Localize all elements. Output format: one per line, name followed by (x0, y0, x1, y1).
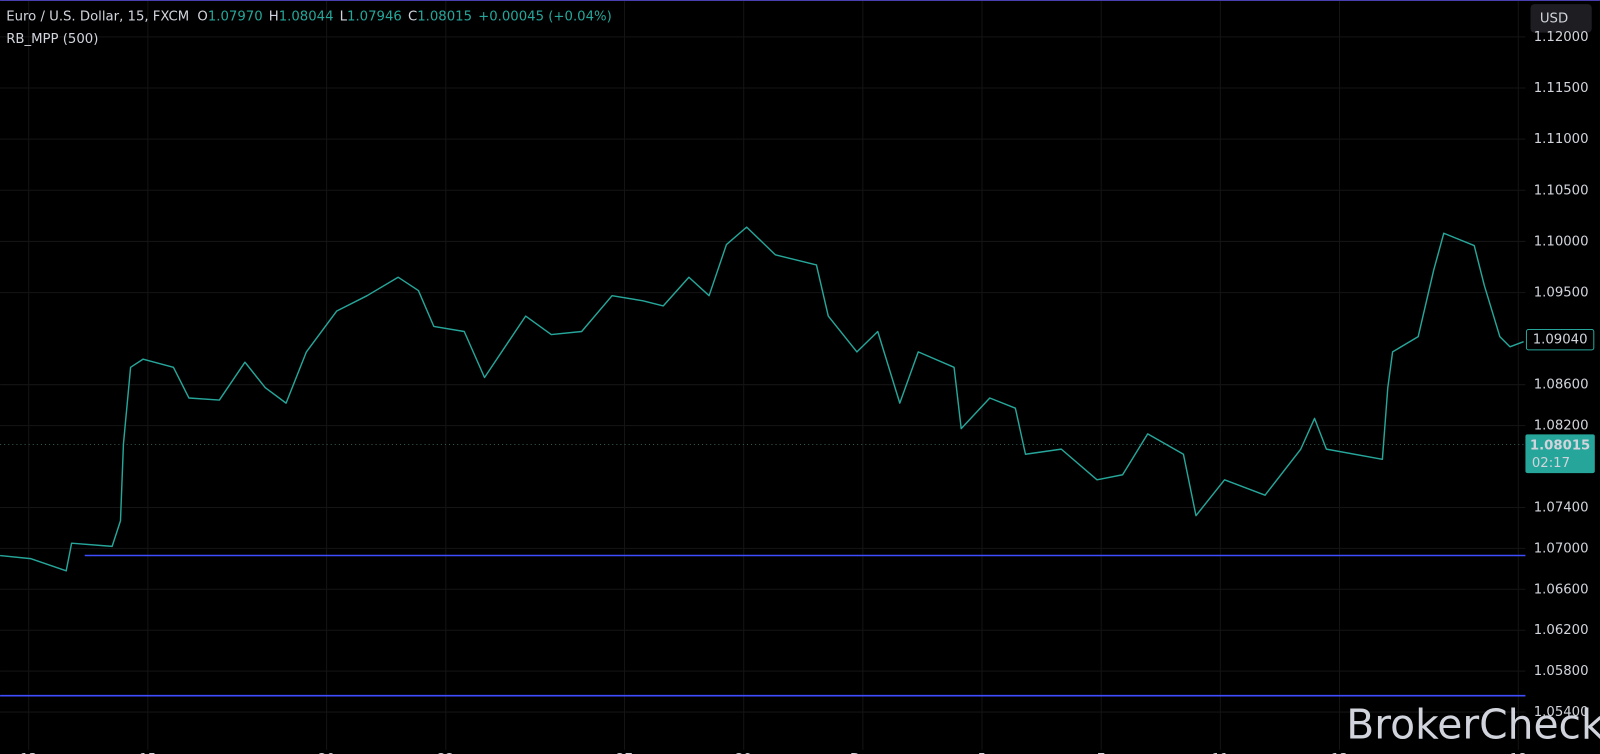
countdown-label: 02:17 (1532, 456, 1570, 471)
x-tick-label: 7 (1097, 752, 1105, 754)
y-tick-label: 1.11500 (1534, 81, 1589, 96)
ohlc-value: 1.08015 (417, 9, 472, 24)
y-tick-label: 1.09500 (1534, 286, 1589, 301)
currency-button-label[interactable]: USD (1540, 11, 1568, 26)
y-tick-label: 1.07400 (1534, 500, 1589, 515)
y-tick-label: 1.12000 (1534, 30, 1589, 45)
y-tick-label: 1.08600 (1534, 378, 1589, 393)
y-tick-label: 1.05800 (1534, 664, 1589, 679)
price-line (0, 226, 1524, 572)
grid (0, 0, 1526, 750)
y-tick-label: 1.05400 (1534, 705, 1589, 720)
ohlc-value: 1.07946 (347, 9, 402, 24)
x-tick-label: 22 (437, 752, 454, 754)
ohlc-value: 1.08044 (279, 9, 334, 24)
header: Euro / U.S. Dollar, 15, FXCM O1.07970 H1.0… (6, 9, 612, 24)
last-price-label: 1.08015 (1530, 439, 1590, 454)
x-tick-label: 13 (20, 752, 37, 754)
indicator-price-tag (1525, 328, 1595, 351)
watermark: BrokerCheck (1346, 700, 1600, 748)
ohlc-key: C (408, 9, 417, 24)
x-tick-label: 15 (139, 752, 156, 754)
plot (0, 226, 1526, 697)
last-price-tag (1525, 434, 1595, 474)
y-tick-label: 1.07000 (1534, 541, 1589, 556)
change: +0.00045 (+0.04%) (478, 9, 612, 24)
x-tick-label: 29 (735, 752, 752, 754)
ohlc-key: H (269, 9, 279, 24)
y-tick-label: 1.11000 (1534, 132, 1589, 147)
indicator-label[interactable]: RB_MPP (500) (6, 32, 98, 47)
y-tick-label: 1.10000 (1534, 234, 1589, 249)
x-tick-label: Dec (850, 752, 876, 754)
ohlc-key: O (197, 9, 207, 24)
indicator-price-label: 1.09040 (1533, 333, 1588, 348)
ohlc-value: 1.07970 (208, 9, 263, 24)
symbol-title: Euro / U.S. Dollar, 15, FXCM (6, 9, 189, 24)
ohlc-key: L (340, 9, 348, 24)
x-tick-label: 27 (616, 752, 633, 754)
y-tick-label: 1.06600 (1534, 582, 1589, 597)
y-tick-label: 1.10500 (1534, 183, 1589, 198)
x-tick-label: 18 (1510, 752, 1527, 754)
x-tick-label: 20 (318, 752, 335, 754)
y-tick-label: 1.08200 (1534, 419, 1589, 434)
x-tick-label: 11 (1212, 752, 1229, 754)
x-tick-label: 13 (1331, 752, 1348, 754)
currency-button[interactable] (1530, 4, 1592, 33)
y-tick-label: 1.06200 (1534, 623, 1589, 638)
x-tick-label: 5 (978, 752, 986, 754)
